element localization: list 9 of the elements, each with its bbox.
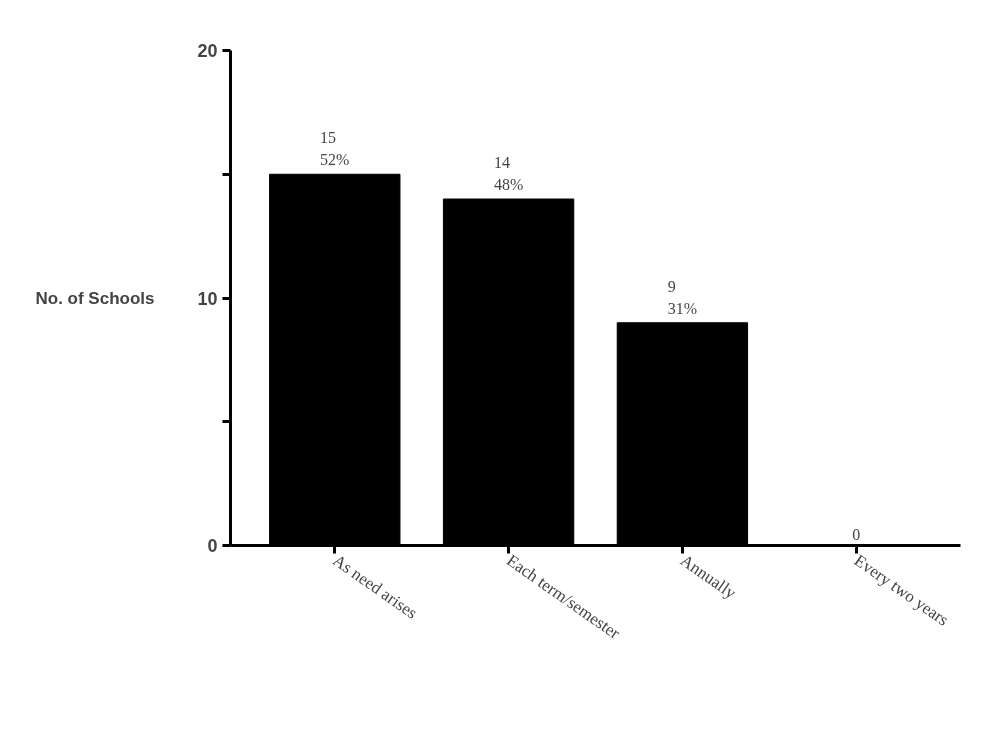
x-tick-label: As need arises [329,550,421,623]
y-tick-label: 20 [197,41,218,61]
data-label: 0 [852,525,861,543]
y-tick-label: 0 [207,536,218,556]
data-label: 14 48% [493,153,524,193]
y-tick-label: 10 [197,288,218,309]
data-label: 9 31% [667,277,698,317]
y-axis-title: No. of Schools [35,288,155,308]
data-label: 15 52% [320,129,350,169]
